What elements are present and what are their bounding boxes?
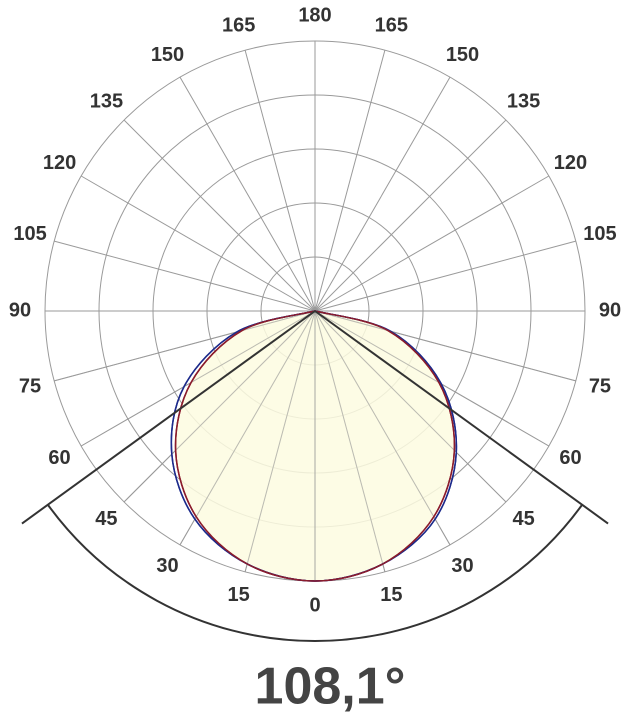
- angle-tick-label: 45: [512, 508, 534, 530]
- angle-tick-label: 150: [151, 44, 184, 66]
- angle-tick-label: 0: [309, 594, 320, 616]
- angle-tick-label: 30: [451, 555, 473, 577]
- grid-spoke: [314, 175, 550, 312]
- angle-tick-label: 165: [375, 14, 408, 36]
- angle-tick-label: 45: [95, 508, 117, 530]
- grid-spoke-overlay: [80, 310, 316, 447]
- angle-tick-label: 75: [19, 376, 41, 398]
- angle-tick-label: 75: [589, 376, 611, 398]
- grid-spoke: [80, 175, 316, 312]
- grid-spoke: [244, 50, 316, 312]
- grid-spoke: [314, 76, 451, 312]
- grid-spoke: [179, 76, 316, 312]
- grid-spoke-overlay: [54, 310, 316, 382]
- angle-tick-label: 135: [507, 91, 540, 113]
- grid-spoke-overlay: [314, 310, 576, 382]
- angle-tick-label: 150: [446, 44, 479, 66]
- grid-spoke: [54, 240, 316, 312]
- angle-tick-label: 90: [599, 299, 621, 321]
- labels: 0 15 15 30 30 45 45 60 60 75 75 90 90 105 105 120 120 135…: [9, 4, 621, 616]
- angle-tick-label: 180: [298, 4, 331, 26]
- beam-angle-label: 108,1°: [255, 658, 406, 716]
- grid-spoke: [314, 240, 576, 312]
- angle-tick-label: 90: [9, 299, 31, 321]
- angle-tick-label: 105: [583, 223, 616, 245]
- intensity-outline: [174, 310, 456, 582]
- angle-tick-label: 105: [13, 223, 46, 245]
- angle-tick-label: 165: [222, 14, 255, 36]
- angle-tick-label: 60: [559, 447, 581, 469]
- grid-spoke-overlay: [314, 310, 451, 546]
- grid-spoke-overlay: [314, 310, 550, 447]
- grid-spoke-overlay: [179, 310, 316, 546]
- curves: [21, 310, 609, 642]
- beam-line: [314, 310, 609, 525]
- angle-tick-label: 120: [554, 152, 587, 174]
- grid-spoke-overlay: [244, 310, 316, 572]
- angle-tick-label: 120: [43, 152, 76, 174]
- grid-spoke: [314, 119, 507, 312]
- grid-spoke: [314, 50, 386, 312]
- grid-spoke: [123, 119, 316, 312]
- angle-tick-label: 30: [156, 555, 178, 577]
- grid-spoke-overlay: [314, 310, 507, 503]
- angle-tick-label: 135: [90, 91, 123, 113]
- angle-tick-label: 60: [48, 447, 70, 469]
- grid-spoke-overlay: [314, 310, 386, 572]
- angle-tick-label: 15: [380, 584, 402, 606]
- grid-spoke-overlay: [123, 310, 316, 503]
- angle-tick-label: 15: [228, 584, 250, 606]
- beam-line: [21, 310, 316, 525]
- beam-arc: [47, 504, 583, 642]
